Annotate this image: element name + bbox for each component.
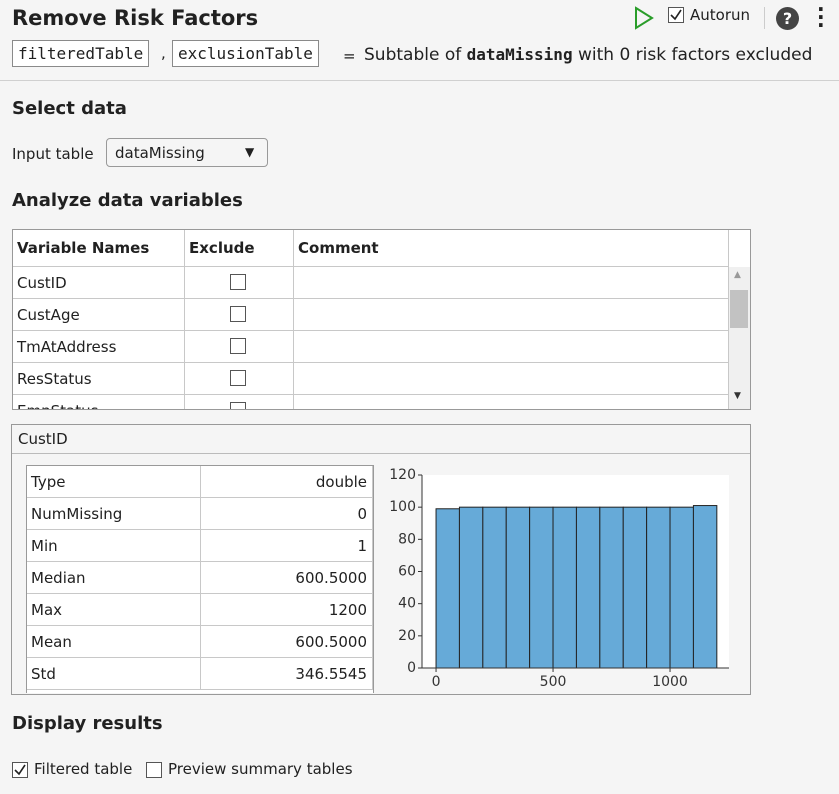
column-header: Exclude (185, 230, 294, 267)
scroll-down: ▼ (734, 391, 741, 401)
comment-cell[interactable] (294, 267, 729, 299)
exclude-checkbox[interactable] (230, 370, 246, 386)
comment-cell[interactable] (294, 299, 729, 331)
option-label: Filtered table (34, 760, 133, 778)
input-dropdown[interactable]: dataMissing ▼ (106, 138, 268, 167)
variable-name: TmAtAddress (13, 331, 185, 363)
option-checkbox[interactable] (146, 762, 162, 778)
summary: Subtable of dataMissing with 0 risk fact… (364, 45, 812, 65)
x-tick-label: 1000 (652, 674, 688, 688)
y-tick-label: 80 (398, 531, 416, 547)
variable-name: CustID (13, 267, 185, 299)
scroll-thumb[interactable] (730, 290, 748, 328)
bar (505, 506, 531, 669)
section-heading: Select data (12, 98, 127, 119)
bar (599, 506, 624, 669)
column-header: Comment (294, 230, 729, 267)
comment-cell[interactable] (294, 395, 729, 409)
bar (435, 508, 460, 669)
header-corner (729, 230, 750, 268)
x-tick-label: 0 (432, 674, 441, 688)
bar (529, 506, 554, 669)
exclude-checkbox[interactable] (230, 274, 246, 290)
exclude-cell (185, 331, 294, 363)
option-checkbox[interactable] (12, 762, 28, 778)
stat-value: 600.5000 (201, 626, 373, 658)
variable-name: CustAge (13, 299, 185, 331)
stat-value: 1200 (201, 594, 373, 626)
exclude-cell (185, 267, 294, 299)
stat-value: 1 (201, 530, 373, 562)
separator-bar (764, 7, 765, 29)
comment-cell[interactable] (294, 331, 729, 363)
bar (692, 505, 718, 669)
dropdown-value: dataMissing (115, 144, 205, 162)
y-tick-label: 60 (398, 564, 416, 580)
variable-name: ResStatus (13, 363, 185, 395)
y-tick-label: 20 (398, 628, 416, 644)
bar (575, 506, 601, 669)
comment-cell[interactable] (294, 363, 729, 395)
bar (622, 506, 648, 669)
bar (669, 506, 694, 669)
exclude-cell (185, 363, 294, 395)
stat-name: Max (27, 594, 201, 626)
stat-value: 600.5000 (201, 562, 373, 594)
summary-part: Subtable of (364, 45, 462, 65)
stat-name: Mean (27, 626, 201, 658)
scrollbar[interactable]: ▲ ▼ (729, 267, 750, 409)
y-tick-label: 120 (389, 467, 416, 483)
bar (552, 506, 577, 669)
run-button[interactable] (633, 6, 655, 30)
scroll-up: ▲ (734, 270, 741, 280)
section-heading: Analyze data variables (12, 190, 243, 211)
output-name[interactable]: filteredTable (12, 40, 150, 67)
help-button[interactable]: ? (776, 7, 799, 30)
stat-name: Type (27, 466, 201, 498)
equals: = (343, 47, 356, 65)
summary-part: with 0 risk factors excluded (577, 45, 813, 65)
stat-name: Std (27, 658, 201, 690)
stat-name: Median (27, 562, 201, 594)
histogram: 0 20 40 60 80 100 120 0 500 1000 (389, 467, 729, 688)
bar (482, 506, 507, 669)
stat-name: Min (27, 530, 201, 562)
exclude-cell (185, 299, 294, 331)
x-tick-label: 500 (540, 674, 567, 688)
y-tick-label: 100 (389, 499, 416, 515)
bar (646, 506, 671, 669)
stat-value: 0 (201, 498, 373, 530)
exclude-checkbox[interactable] (230, 306, 246, 322)
variable-name: EmpStatus (13, 395, 185, 409)
output-name[interactable]: exclusionTable (172, 40, 319, 67)
summary-part: dataMissing (466, 45, 573, 64)
stat-name: NumMissing (27, 498, 201, 530)
autorun-label: Autorun (690, 6, 751, 24)
input-label: Input table (12, 145, 94, 163)
bar (458, 506, 484, 669)
dropdown-arrow: ▼ (245, 145, 255, 159)
column-header: Variable Names (13, 230, 185, 267)
stats-table: Type double NumMissing 0 Min 1 Median 600.5000 M… (26, 465, 374, 693)
separator: , (161, 44, 166, 62)
y-tick-label: 40 (398, 596, 416, 612)
y-tick-label: 0 (407, 660, 416, 676)
exclude-checkbox[interactable] (230, 402, 246, 409)
exclude-cell (185, 395, 294, 409)
stat-value: double (201, 466, 373, 498)
autorun-checkbox[interactable] (668, 7, 684, 23)
details-title-bar (12, 425, 750, 454)
variable-table: Variable Names Exclude Comment CustID CustAg… (12, 229, 751, 410)
exclude-checkbox[interactable] (230, 338, 246, 354)
details-title: CustID (18, 430, 68, 448)
option-label: Preview summary tables (168, 760, 353, 778)
title: Remove Risk Factors (12, 6, 259, 30)
section-heading: Display results (12, 713, 163, 734)
menu-button[interactable]: · · · (817, 0, 825, 37)
stat-value: 346.5545 (201, 658, 373, 690)
